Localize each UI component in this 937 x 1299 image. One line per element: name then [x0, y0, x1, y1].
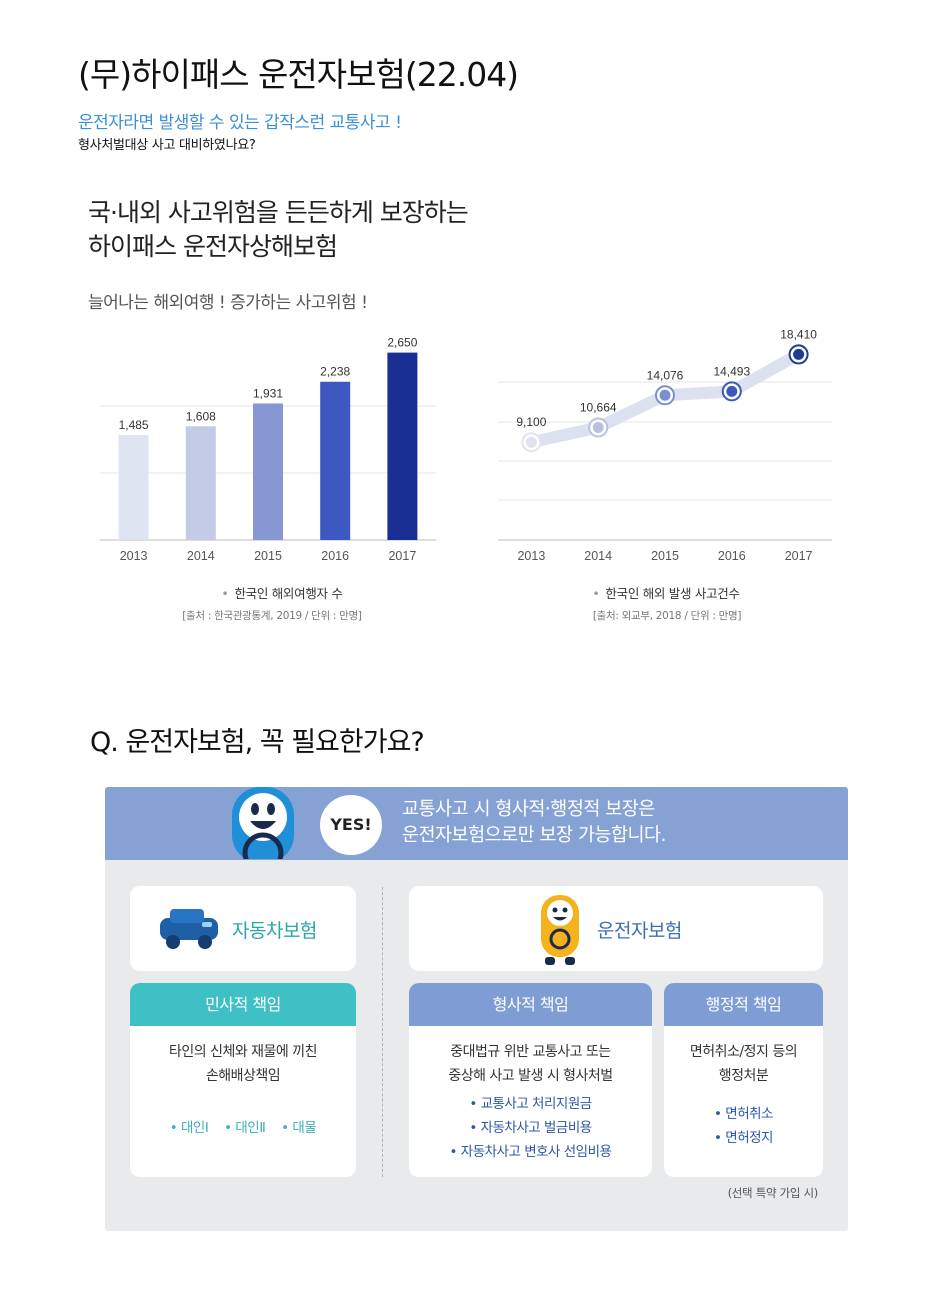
bar-chart-caption-text: 한국인 해외여행자 수 — [234, 586, 343, 601]
line-value-label: 18,410 — [780, 330, 817, 341]
divider — [382, 887, 383, 1177]
panel-header: YES! 교통사고 시 형사적·행정적 보장은 운전자보험으로만 보장 가능합니… — [105, 787, 848, 860]
bar-value-label: 2,650 — [387, 336, 417, 350]
car-icon — [160, 909, 218, 949]
subtitle-black: 형사처벌대상 사고 대비하였나요? — [78, 138, 256, 153]
criminal-desc-line1: 중대법규 위반 교통사고 또는 — [450, 1044, 611, 1060]
bar-chart-caption: • 한국인 해외여행자 수 — [221, 586, 343, 601]
admin-desc-line1: 면허취소/정지 등의 — [689, 1044, 798, 1060]
line-value-label: 14,493 — [713, 364, 750, 378]
civil-liability-title: 민사적 책임 — [130, 983, 356, 1026]
civil-desc-line1: 타인의 신체와 재물에 끼친 — [168, 1044, 318, 1060]
bar-chart-source: [출처 : 한국관광통계, 2019 / 단위 : 만명] — [182, 610, 362, 622]
line-chart-caption: • 한국인 해외 발생 사고건수 — [592, 586, 740, 601]
line-value-label: 9,100 — [516, 415, 546, 429]
admin-liability-title: 행정적 책임 — [664, 983, 823, 1026]
car-insurance-label: 자동차보험 — [232, 920, 317, 942]
line-point — [726, 385, 738, 397]
line-chart-caption-text: 한국인 해외 발생 사고건수 — [605, 586, 740, 601]
panel-header-text: 교통사고 시 형사적·행정적 보장은 운전자보험으로만 보장 가능합니다. — [402, 797, 666, 849]
criminal-items: • 교통사고 처리지원금 • 자동차사고 벌금비용 • 자동차사고 변호사 선임… — [409, 1092, 652, 1164]
criminal-liability-card: 형사적 책임 중대법규 위반 교통사고 또는 중상해 사고 발생 시 형사처벌 … — [409, 983, 652, 1177]
car-insurance-box: 자동차보험 — [130, 886, 356, 971]
mascot-yellow-icon — [541, 895, 579, 965]
bar — [320, 381, 351, 540]
bar — [185, 426, 216, 540]
bar — [387, 352, 418, 540]
line-x-tick-label: 2014 — [584, 549, 612, 563]
admin-item: • 면허정지 — [714, 1130, 773, 1146]
line-x-tick-label: 2016 — [718, 549, 746, 563]
driver-insurance-box: 운전자보험 — [409, 886, 823, 971]
civil-item: • 대인Ⅱ — [224, 1120, 266, 1136]
criminal-item: • 자동차사고 벌금비용 — [469, 1120, 592, 1136]
admin-liability-desc: 면허취소/정지 등의 행정처분 — [664, 1040, 823, 1088]
charts: 1,485 2013 1,608 2014 1,931 2015 2,238 2016 2,65… — [100, 330, 832, 563]
bar — [253, 403, 283, 540]
line-point — [793, 348, 805, 360]
admin-liability-card: 행정적 책임 면허취소/정지 등의 행정처분 • 면허취소 • 면허정지 — [664, 983, 823, 1177]
line-x-tick-label: 2015 — [651, 549, 679, 563]
bar-x-tick-label: 2017 — [388, 549, 416, 563]
civil-item: • 대물 — [281, 1120, 317, 1136]
civil-liability-desc: 타인의 신체와 재물에 끼친 손해배상책임 — [130, 1040, 356, 1088]
bar-value-label: 1,931 — [253, 386, 283, 400]
optional-rider-note: (선택 특약 가입 시) — [727, 1186, 819, 1200]
comparison-panel: YES! 교통사고 시 형사적·행정적 보장은 운전자보험으로만 보장 가능합니… — [105, 787, 848, 1231]
bar-value-label: 1,608 — [186, 409, 216, 423]
line-value-label: 14,076 — [647, 368, 684, 382]
criminal-desc-line2: 중상해 사고 발생 시 형사처벌 — [448, 1068, 613, 1084]
question-title: Q. 운전자보험, 꼭 필요한가요? — [90, 727, 425, 758]
page-title: (무)하이패스 운전자보험(22.04) — [78, 55, 519, 94]
criminal-liability-title: 형사적 책임 — [409, 983, 652, 1026]
yes-bubble: YES! — [320, 795, 382, 855]
line-point — [592, 421, 604, 433]
bar-x-tick-label: 2015 — [254, 549, 282, 563]
criminal-liability-desc: 중대법규 위반 교통사고 또는 중상해 사고 발생 시 형사처벌 — [409, 1040, 652, 1088]
line-x-tick-label: 2017 — [785, 549, 813, 563]
civil-liability-card: 민사적 책임 타인의 신체와 재물에 끼친 손해배상책임 • 대인Ⅰ • 대인Ⅱ… — [130, 983, 356, 1177]
admin-item: • 면허취소 — [714, 1106, 773, 1122]
panel-header-line1: 교통사고 시 형사적·행정적 보장은 — [402, 799, 655, 820]
bar-x-tick-label: 2014 — [187, 549, 215, 563]
admin-desc-line2: 행정처분 — [718, 1068, 769, 1084]
bar-x-tick-label: 2016 — [321, 549, 349, 563]
line-value-label: 10,664 — [580, 400, 617, 414]
line-point — [659, 389, 671, 401]
line-x-tick-label: 2013 — [517, 549, 545, 563]
criminal-item: • 자동차사고 변호사 선임비용 — [449, 1144, 612, 1160]
subtitle-blue: 운전자라면 발생할 수 있는 갑작스런 교통사고 ! — [78, 113, 402, 133]
mascot-driver-icon — [232, 787, 294, 859]
criminal-item: • 교통사고 처리지원금 — [469, 1096, 592, 1112]
admin-items: • 면허취소 • 면허정지 — [664, 1102, 823, 1150]
tagline: 늘어나는 해외여행 ! 증가하는 사고위험 ! — [88, 293, 368, 313]
bar-x-tick-label: 2013 — [120, 549, 148, 563]
bar-value-label: 2,238 — [320, 365, 350, 379]
civil-desc-line2: 손해배상책임 — [205, 1068, 281, 1084]
line-chart-source: [출처: 외교부, 2018 / 단위 : 만명] — [592, 610, 742, 622]
line-point — [525, 436, 537, 448]
headline-line1: 국·내외 사고위험을 든든하게 보장하는 — [88, 198, 469, 227]
headline-line2: 하이패스 운전자상해보험 — [88, 232, 338, 261]
civil-items: • 대인Ⅰ • 대인Ⅱ • 대물 — [130, 1116, 356, 1136]
bar-value-label: 1,485 — [119, 418, 149, 432]
panel-header-line2: 운전자보험으로만 보장 가능합니다. — [402, 825, 666, 846]
driver-insurance-label: 운전자보험 — [597, 920, 682, 942]
bar — [118, 434, 149, 540]
headline: 국·내외 사고위험을 든든하게 보장하는 하이패스 운전자상해보험 — [88, 196, 469, 264]
civil-item: • 대인Ⅰ — [169, 1120, 209, 1136]
